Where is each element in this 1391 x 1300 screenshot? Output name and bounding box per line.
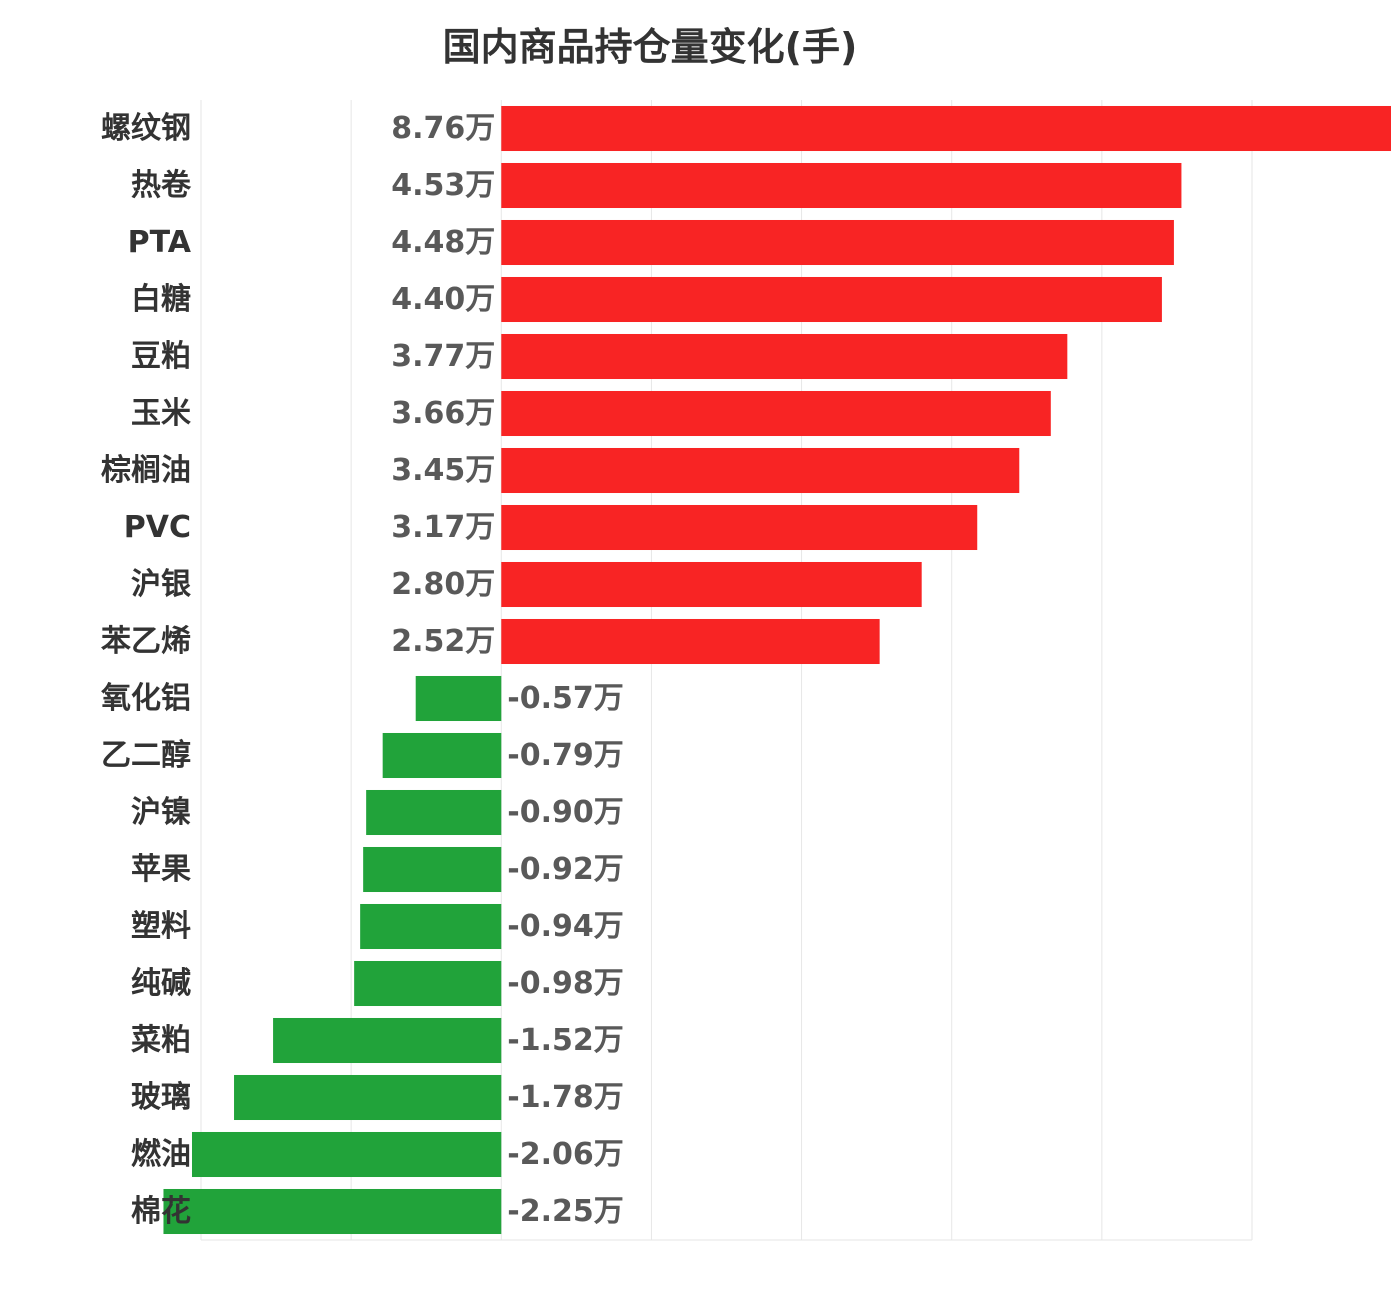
bar-9 [501,561,922,608]
value-label: 2.80万 [391,567,495,602]
bar-19 [191,1131,502,1178]
category-label: 棉花 [131,1194,191,1229]
category-label: 沪银 [131,567,191,602]
category-label: 乙二醇 [101,738,191,773]
bar-13 [366,789,502,836]
value-label: -0.94万 [507,909,623,944]
bar-3 [501,219,1174,266]
bar-10 [501,618,880,665]
bar-17 [273,1017,502,1064]
category-label: 白糖 [131,282,191,317]
category-label: 棕榈油 [101,453,191,488]
bar-5 [501,333,1068,380]
bar-1 [501,105,1391,152]
value-label: -2.25万 [507,1194,623,1229]
value-label: 2.52万 [391,624,495,659]
category-label: 沪镍 [131,795,191,830]
grid-layer [200,100,1253,1241]
bar-18 [234,1074,502,1121]
bar-20 [163,1188,502,1235]
value-label: -0.79万 [507,738,623,773]
value-label: 8.76万 [391,111,495,146]
bar-7 [501,447,1020,494]
value-label: 4.53万 [391,168,495,203]
value-label: 4.48万 [391,225,495,260]
bar-15 [360,903,502,950]
bar-12 [382,732,502,779]
category-label: 玻璃 [131,1080,191,1115]
value-label: 3.66万 [391,396,495,431]
value-label: -1.52万 [507,1023,623,1058]
bar-6 [501,390,1051,437]
category-label: 热卷 [131,168,192,203]
value-label: 4.40万 [391,282,495,317]
value-label: -0.57万 [507,681,623,716]
bar-2 [501,162,1182,209]
value-label: -0.90万 [507,795,623,830]
category-label: 氧化铝 [101,681,191,716]
value-label: -0.98万 [507,966,623,1001]
bar-14 [363,846,502,893]
bar-layer [163,105,1391,1235]
category-label: 纯碱 [131,966,191,1001]
value-label: 3.77万 [391,339,495,374]
category-label: PTA [128,225,192,260]
category-label: 燃油 [131,1137,191,1172]
category-label: 豆粕 [131,339,191,374]
value-label: 3.17万 [391,510,495,545]
value-label: 3.45万 [391,453,495,488]
bar-11 [415,675,502,722]
category-label: 玉米 [131,396,191,431]
category-label: 苹果 [131,852,191,887]
category-label: PVC [124,510,191,545]
category-label: 螺纹钢 [101,111,191,146]
bar-16 [354,960,502,1007]
bar-4 [501,276,1162,323]
category-label: 苯乙烯 [101,624,191,659]
value-label: -1.78万 [507,1080,623,1115]
value-label: -0.92万 [507,852,623,887]
category-label: 塑料 [131,909,191,944]
category-label: 菜粕 [131,1023,191,1058]
value-label: -2.06万 [507,1137,623,1172]
chart-title: 国内商品持仓量变化(手) [442,25,858,69]
bar-8 [501,504,978,551]
